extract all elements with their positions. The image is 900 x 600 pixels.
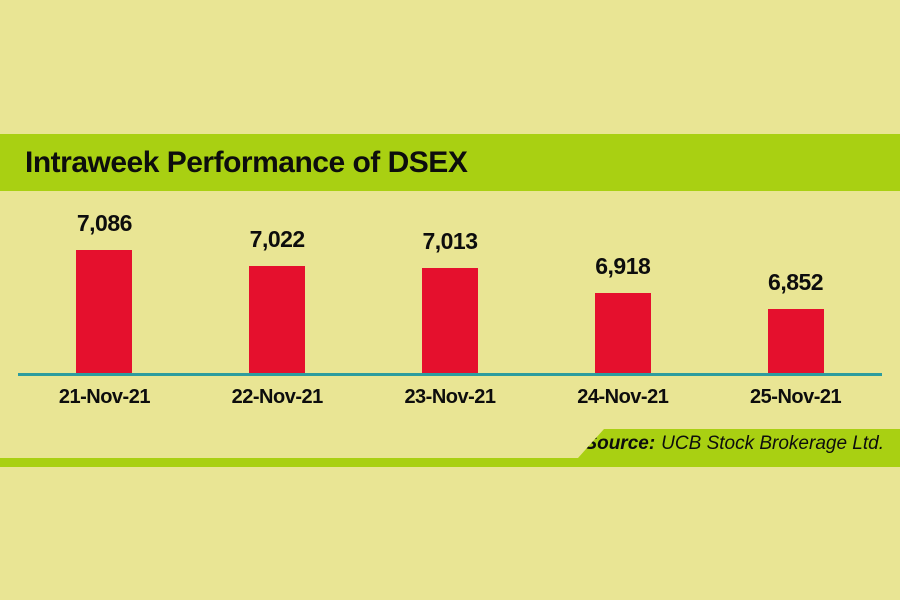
chart-title: Intraweek Performance of DSEX [25,145,468,179]
bar-group: 6,852 [709,200,882,374]
bar [249,266,306,374]
bars-area: 7,086 7,022 7,013 6,918 6,852 [18,200,882,374]
source-band: Source: UCB Stock Brokerage Ltd. [578,429,900,458]
bar-value-label: 6,852 [768,269,824,295]
x-axis-label: 21-Nov-21 [58,386,151,408]
x-axis-label: 24-Nov-21 [577,386,669,408]
bar [594,293,651,374]
x-axis-labels: 21-Nov-21 22-Nov-21 23-Nov-21 24-Nov-21 25-N… [18,386,882,409]
bar-value-label: 6,918 [595,253,651,279]
bar-group: 7,013 [364,200,537,374]
bar-value-label: 7,013 [422,228,478,254]
title-band: Intraweek Performance of DSEX [0,134,900,191]
x-axis-label: 23-Nov-21 [404,386,496,408]
source-prefix-label: Source: [584,432,656,454]
source-text: UCB Stock Brokerage Ltd. [661,432,884,454]
bar-group: 7,086 [18,200,191,374]
bar-group: 6,918 [536,200,709,374]
bar-group: 7,022 [191,200,364,374]
x-axis-label: 25-Nov-21 [750,386,842,408]
x-axis-label: 22-Nov-21 [231,386,324,408]
bottom-strip [0,458,900,467]
bar [421,268,478,374]
bar [767,309,824,374]
bar-value-label: 7,022 [249,226,306,252]
bar-value-label: 7,086 [76,210,133,236]
bar [76,250,133,374]
x-axis-baseline [18,373,882,376]
